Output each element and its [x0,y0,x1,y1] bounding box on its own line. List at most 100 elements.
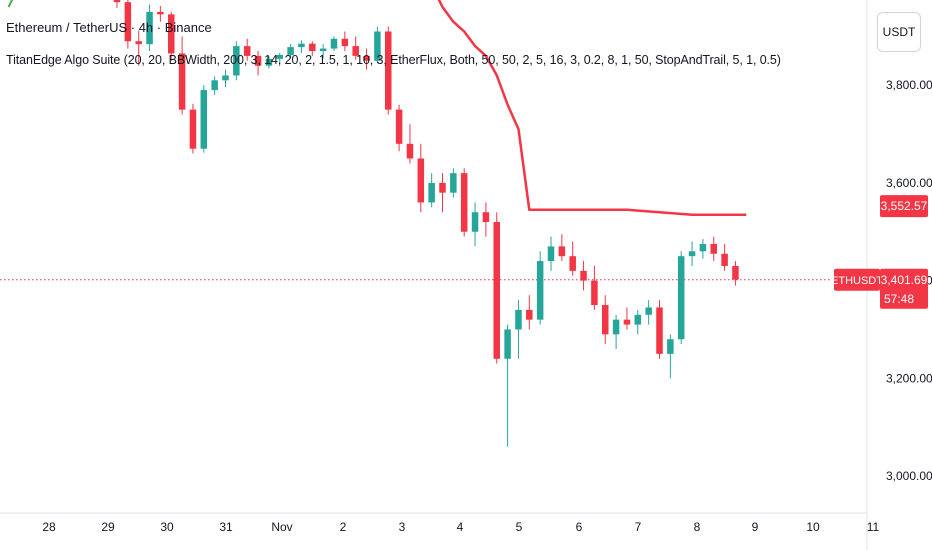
candle [688,241,696,266]
candle-body [547,246,555,262]
candle-body [298,43,305,48]
x-tick-label: 28 [42,520,56,534]
candle-body [667,339,674,354]
candle-body [580,270,587,281]
candle-body [276,54,283,59]
candle [157,6,164,22]
candle [645,300,652,325]
candle-body [243,46,251,56]
candle-body [200,90,208,149]
x-tick-label: 3 [399,520,406,534]
candle-body [168,14,175,54]
candle [732,261,739,286]
candle [710,236,717,262]
candle-body [710,243,717,254]
candle-body [656,307,663,354]
candle [460,168,468,237]
candle-body [330,38,338,49]
candle-body [602,305,609,335]
candle [298,40,305,53]
candle [526,295,533,330]
candle [406,124,414,164]
candle-body [493,221,500,359]
candle [515,300,522,359]
candle-body [385,31,392,110]
x-tick-label: 8 [694,520,701,534]
candle [211,76,218,95]
x-tick-label: 31 [219,520,233,534]
x-tick-label: 30 [160,520,174,534]
candle [124,0,132,49]
candle [341,31,349,52]
candle-body [374,31,381,61]
candle-body [178,53,186,110]
candle-body [319,48,327,52]
candle [146,4,153,52]
candle-body [504,329,511,359]
candle [222,69,229,88]
candle-body [222,75,229,81]
bar-countdown: 57:48 [884,292,914,306]
x-tick-label: 29 [101,520,115,534]
candle [276,52,283,63]
last-price-tag: 3,401.69 57:48 [880,268,928,309]
symbol-title[interactable]: Ethereum / TetherUS · 4h · Binance [6,20,212,35]
candle-body [352,46,359,56]
stop-level-value: 3,552.57 [881,199,928,213]
x-tick-label: 10 [806,520,820,534]
y-tick-label: 3,600.00 [886,176,932,190]
candle-body [699,243,707,252]
x-tick-label: 2 [340,520,347,534]
x-tick-label: 11 [867,520,880,534]
candle-body [591,280,598,306]
indicator-title[interactable]: TitanEdge Algo Suite (20, 20, BBWidth, 2… [6,53,781,67]
currency-button[interactable]: USDT [877,12,921,52]
candle [189,103,197,154]
last-price-value: 3,401.69 [881,273,928,287]
candle [721,243,728,271]
candle [330,36,338,52]
candle [471,202,479,247]
candle-body [526,309,533,320]
candle-body [428,182,435,203]
candle [439,173,446,213]
candle [623,307,631,330]
candle-body [417,158,425,203]
candle-body [634,314,642,325]
candle [591,265,598,310]
candle-body [189,109,197,149]
stop-trail-line [437,0,747,216]
candle [547,236,555,271]
candle [168,11,175,61]
candle-body [341,38,349,47]
candle [504,324,511,447]
symbol-tag-label: ETHUSDT [831,275,883,287]
candle [243,38,251,61]
candle-body [124,2,132,42]
candle-body [233,46,240,76]
candle-body [287,47,294,55]
candle-body [732,265,739,280]
candle [634,309,642,335]
candle [178,36,186,115]
candle-body [612,319,620,335]
candle-body [113,0,121,3]
candle-body [721,253,728,266]
support-line [7,0,14,8]
candle-body [677,256,685,340]
candle [699,239,707,259]
symbol-tag: ETHUSDT [831,268,883,291]
candle [254,51,262,76]
candle-body [688,251,696,257]
candle [558,234,566,262]
candle [493,212,500,364]
candle [265,55,273,69]
x-tick-label: 7 [635,520,642,534]
candle-body [558,246,566,257]
candle [580,261,587,291]
candle-body [515,309,522,330]
x-tick-label: Nov [271,520,292,534]
candle [569,241,576,276]
y-tick-label: 3,000.00 [886,469,932,483]
